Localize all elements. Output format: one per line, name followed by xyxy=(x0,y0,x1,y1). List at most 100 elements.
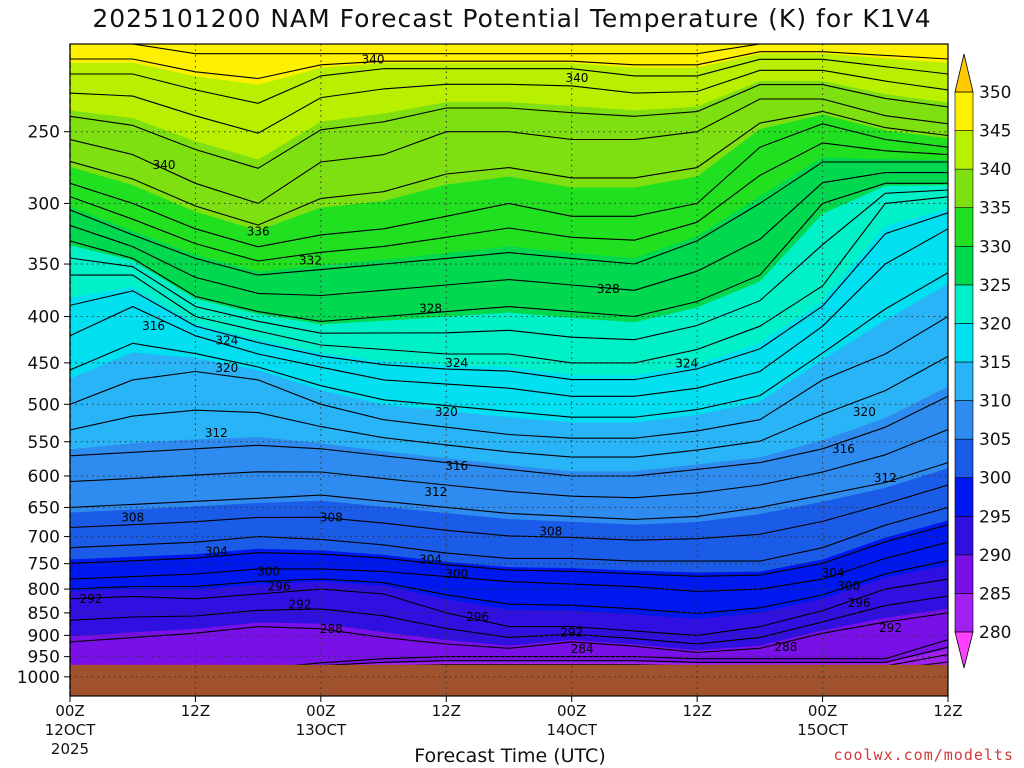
colorbar-swatch-290 xyxy=(954,554,974,594)
x-tick-date: 14OCT xyxy=(546,721,597,739)
contour-label: 296 xyxy=(848,596,871,610)
colorbar-swatch-320 xyxy=(954,323,974,363)
colorbar-label: 290 xyxy=(979,546,1011,566)
contour-label: 316 xyxy=(832,442,855,456)
x-tick-date: 12OCT xyxy=(45,721,96,739)
contour-label: 336 xyxy=(247,224,270,238)
contour-label: 312 xyxy=(205,426,228,440)
y-tick-label: 700 xyxy=(28,528,60,548)
contour-label: 332 xyxy=(299,254,322,268)
credit-link[interactable]: coolwx.com/modelts xyxy=(833,746,1014,764)
colorbar-label: 335 xyxy=(979,199,1011,219)
contour-label: 324 xyxy=(445,356,468,370)
contour-line-340 xyxy=(70,98,948,205)
contour-line-324 xyxy=(70,196,948,364)
colorbar-label: 315 xyxy=(979,353,1011,373)
y-tick-label: 550 xyxy=(28,433,60,453)
contour-label: 320 xyxy=(853,405,876,419)
colorbar-swatch-340 xyxy=(954,168,974,209)
colorbar-swatch-325 xyxy=(954,284,974,324)
contour-label: 284 xyxy=(571,642,594,656)
x-tick-label: 00Z xyxy=(306,702,335,720)
contour-label: 292 xyxy=(288,597,311,611)
colorbar-label: 350 xyxy=(979,83,1011,103)
contour-line-312 xyxy=(70,395,948,477)
y-tick-label: 650 xyxy=(28,498,60,518)
colorbar-label: 320 xyxy=(979,314,1011,334)
contour-label: 300 xyxy=(445,567,468,581)
contour-label: 304 xyxy=(822,566,845,580)
contour-label: 320 xyxy=(435,405,458,419)
contour-label: 304 xyxy=(419,552,442,566)
colorbar-label: 280 xyxy=(979,623,1011,643)
contour-label: 300 xyxy=(257,564,280,578)
y-tick-label: 500 xyxy=(28,395,60,415)
contour-line-308 xyxy=(70,462,948,520)
colorbar-label: 300 xyxy=(979,469,1011,489)
x-tick-label: 12Z xyxy=(682,702,711,720)
contour-label: 292 xyxy=(560,625,583,639)
contour-line-296 xyxy=(70,578,948,636)
colorbar-swatch-345 xyxy=(954,130,974,170)
contour-line-342 xyxy=(70,84,948,169)
x-tick-label: 12Z xyxy=(933,702,962,720)
contour-label: 300 xyxy=(837,579,860,593)
contour-label: 316 xyxy=(445,459,468,473)
colorbar-swatch-335 xyxy=(954,207,974,247)
contour-label: 328 xyxy=(419,302,442,316)
contour-line-348 xyxy=(70,51,948,80)
contour-label: 288 xyxy=(320,622,343,636)
colorbar-label: 330 xyxy=(979,237,1011,257)
contour-label: 340 xyxy=(153,158,176,172)
colorbar-label: 345 xyxy=(979,122,1011,142)
y-tick-label: 450 xyxy=(28,354,60,374)
x-tick-label: 00Z xyxy=(808,702,837,720)
x-tick-label: 00Z xyxy=(557,702,586,720)
contour-line-314 xyxy=(70,355,948,458)
contour-label: 320 xyxy=(215,361,238,375)
y-tick-label: 850 xyxy=(28,604,60,624)
y-tick-label: 250 xyxy=(28,123,60,143)
contour-line-306 xyxy=(70,484,948,541)
colorbar-label: 325 xyxy=(979,276,1011,296)
ground-surface xyxy=(70,664,948,696)
chart-title: 2025101200 NAM Forecast Potential Temper… xyxy=(92,4,932,33)
contour-label: 296 xyxy=(466,610,489,624)
contour-line-318 xyxy=(70,272,948,418)
x-tick-label: 12Z xyxy=(181,702,210,720)
colorbar-label: 295 xyxy=(979,507,1011,527)
contour-line-294 xyxy=(70,595,948,645)
contour-line-338 xyxy=(70,110,948,226)
contour-label: 324 xyxy=(675,357,698,371)
y-tick-label: 600 xyxy=(28,467,60,487)
contour-label: 340 xyxy=(362,52,385,66)
contour-label: 308 xyxy=(539,524,562,538)
contour-line-322 xyxy=(70,212,948,381)
contour-label: 316 xyxy=(142,319,165,333)
y-tick-label: 400 xyxy=(28,308,60,328)
colorbar-swatch-305 xyxy=(954,438,974,479)
contour-line-330 xyxy=(70,172,948,297)
colorbar-swatch-350 xyxy=(954,91,974,131)
contour-line-300 xyxy=(70,541,948,593)
colorbar-label: 285 xyxy=(979,584,1011,604)
contour-line-304 xyxy=(70,506,948,562)
x-tick-year: 2025 xyxy=(51,740,89,758)
colorbar: 350 345 340 335 330 325 320 315 310 305 300 295 290 2… xyxy=(954,53,1011,669)
colorbar-extend-high xyxy=(954,53,974,93)
contour-label: 288 xyxy=(775,640,798,654)
colorbar-swatch-285 xyxy=(954,593,974,633)
contour-line-332 xyxy=(70,161,948,276)
colorbar-label: 310 xyxy=(979,392,1011,412)
contour-line-334 xyxy=(70,142,948,262)
contour-line-298 xyxy=(70,560,948,615)
colorbar-swatch-315 xyxy=(954,361,974,401)
x-tick-date: 13OCT xyxy=(296,721,347,739)
x-tick-label: 00Z xyxy=(55,702,84,720)
colorbar-swatch-330 xyxy=(954,245,974,286)
contour-label: 292 xyxy=(79,592,102,606)
colorbar-swatch-295 xyxy=(954,515,974,556)
filled-contours xyxy=(70,44,948,696)
contour-label: 340 xyxy=(565,71,588,85)
